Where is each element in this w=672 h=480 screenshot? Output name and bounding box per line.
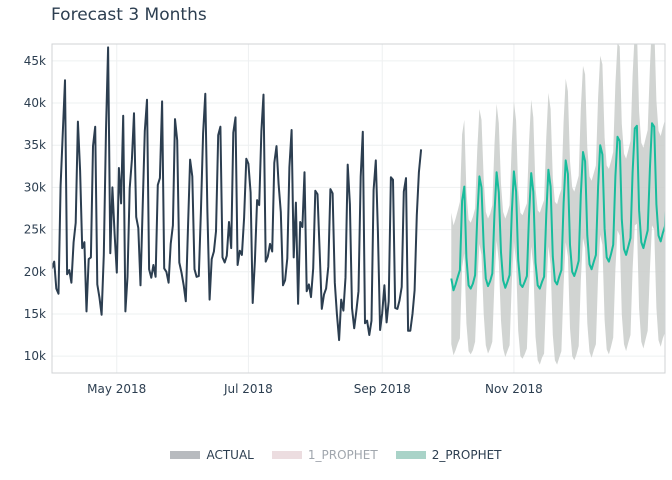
legend: ACTUAL 1_PROPHET 2_PROPHET: [0, 448, 672, 462]
y-tick-label: 20k: [24, 265, 46, 279]
series-lines: [52, 46, 665, 342]
y-axis: 10k 15k 20k 25k 30k 35k 40k 45k: [24, 54, 46, 363]
y-tick-label: 45k: [24, 54, 46, 68]
x-tick-label: Nov 2018: [485, 382, 543, 396]
legend-item[interactable]: 1_PROPHET: [271, 448, 378, 462]
legend-swatch: [395, 451, 426, 459]
y-tick-label: 10k: [24, 349, 46, 363]
legend-item[interactable]: ACTUAL: [170, 448, 254, 462]
legend-label: 2_PROPHET: [431, 448, 502, 462]
legend-item[interactable]: 2_PROPHET: [395, 448, 502, 462]
actual-series-line: [52, 46, 423, 342]
prophet-2-series-line: [450, 122, 665, 292]
x-tick-label: Sep 2018: [354, 382, 411, 396]
y-tick-label: 15k: [24, 307, 46, 321]
x-tick-label: May 2018: [87, 382, 146, 396]
legend-swatch: [170, 451, 201, 459]
legend-label: ACTUAL: [206, 448, 254, 462]
plot-frame: [51, 43, 666, 374]
legend-label: 1_PROPHET: [307, 448, 378, 462]
y-tick-label: 40k: [24, 96, 46, 110]
y-tick-label: 30k: [24, 180, 46, 194]
y-tick-label: 35k: [24, 138, 46, 152]
chart-title: Forecast 3 Months: [51, 5, 207, 25]
x-tick-label: Jul 2018: [223, 382, 273, 396]
legend-swatch: [271, 451, 302, 459]
x-axis: May 2018 Jul 2018 Sep 2018 Nov 2018: [87, 382, 543, 396]
y-tick-label: 25k: [24, 223, 46, 237]
